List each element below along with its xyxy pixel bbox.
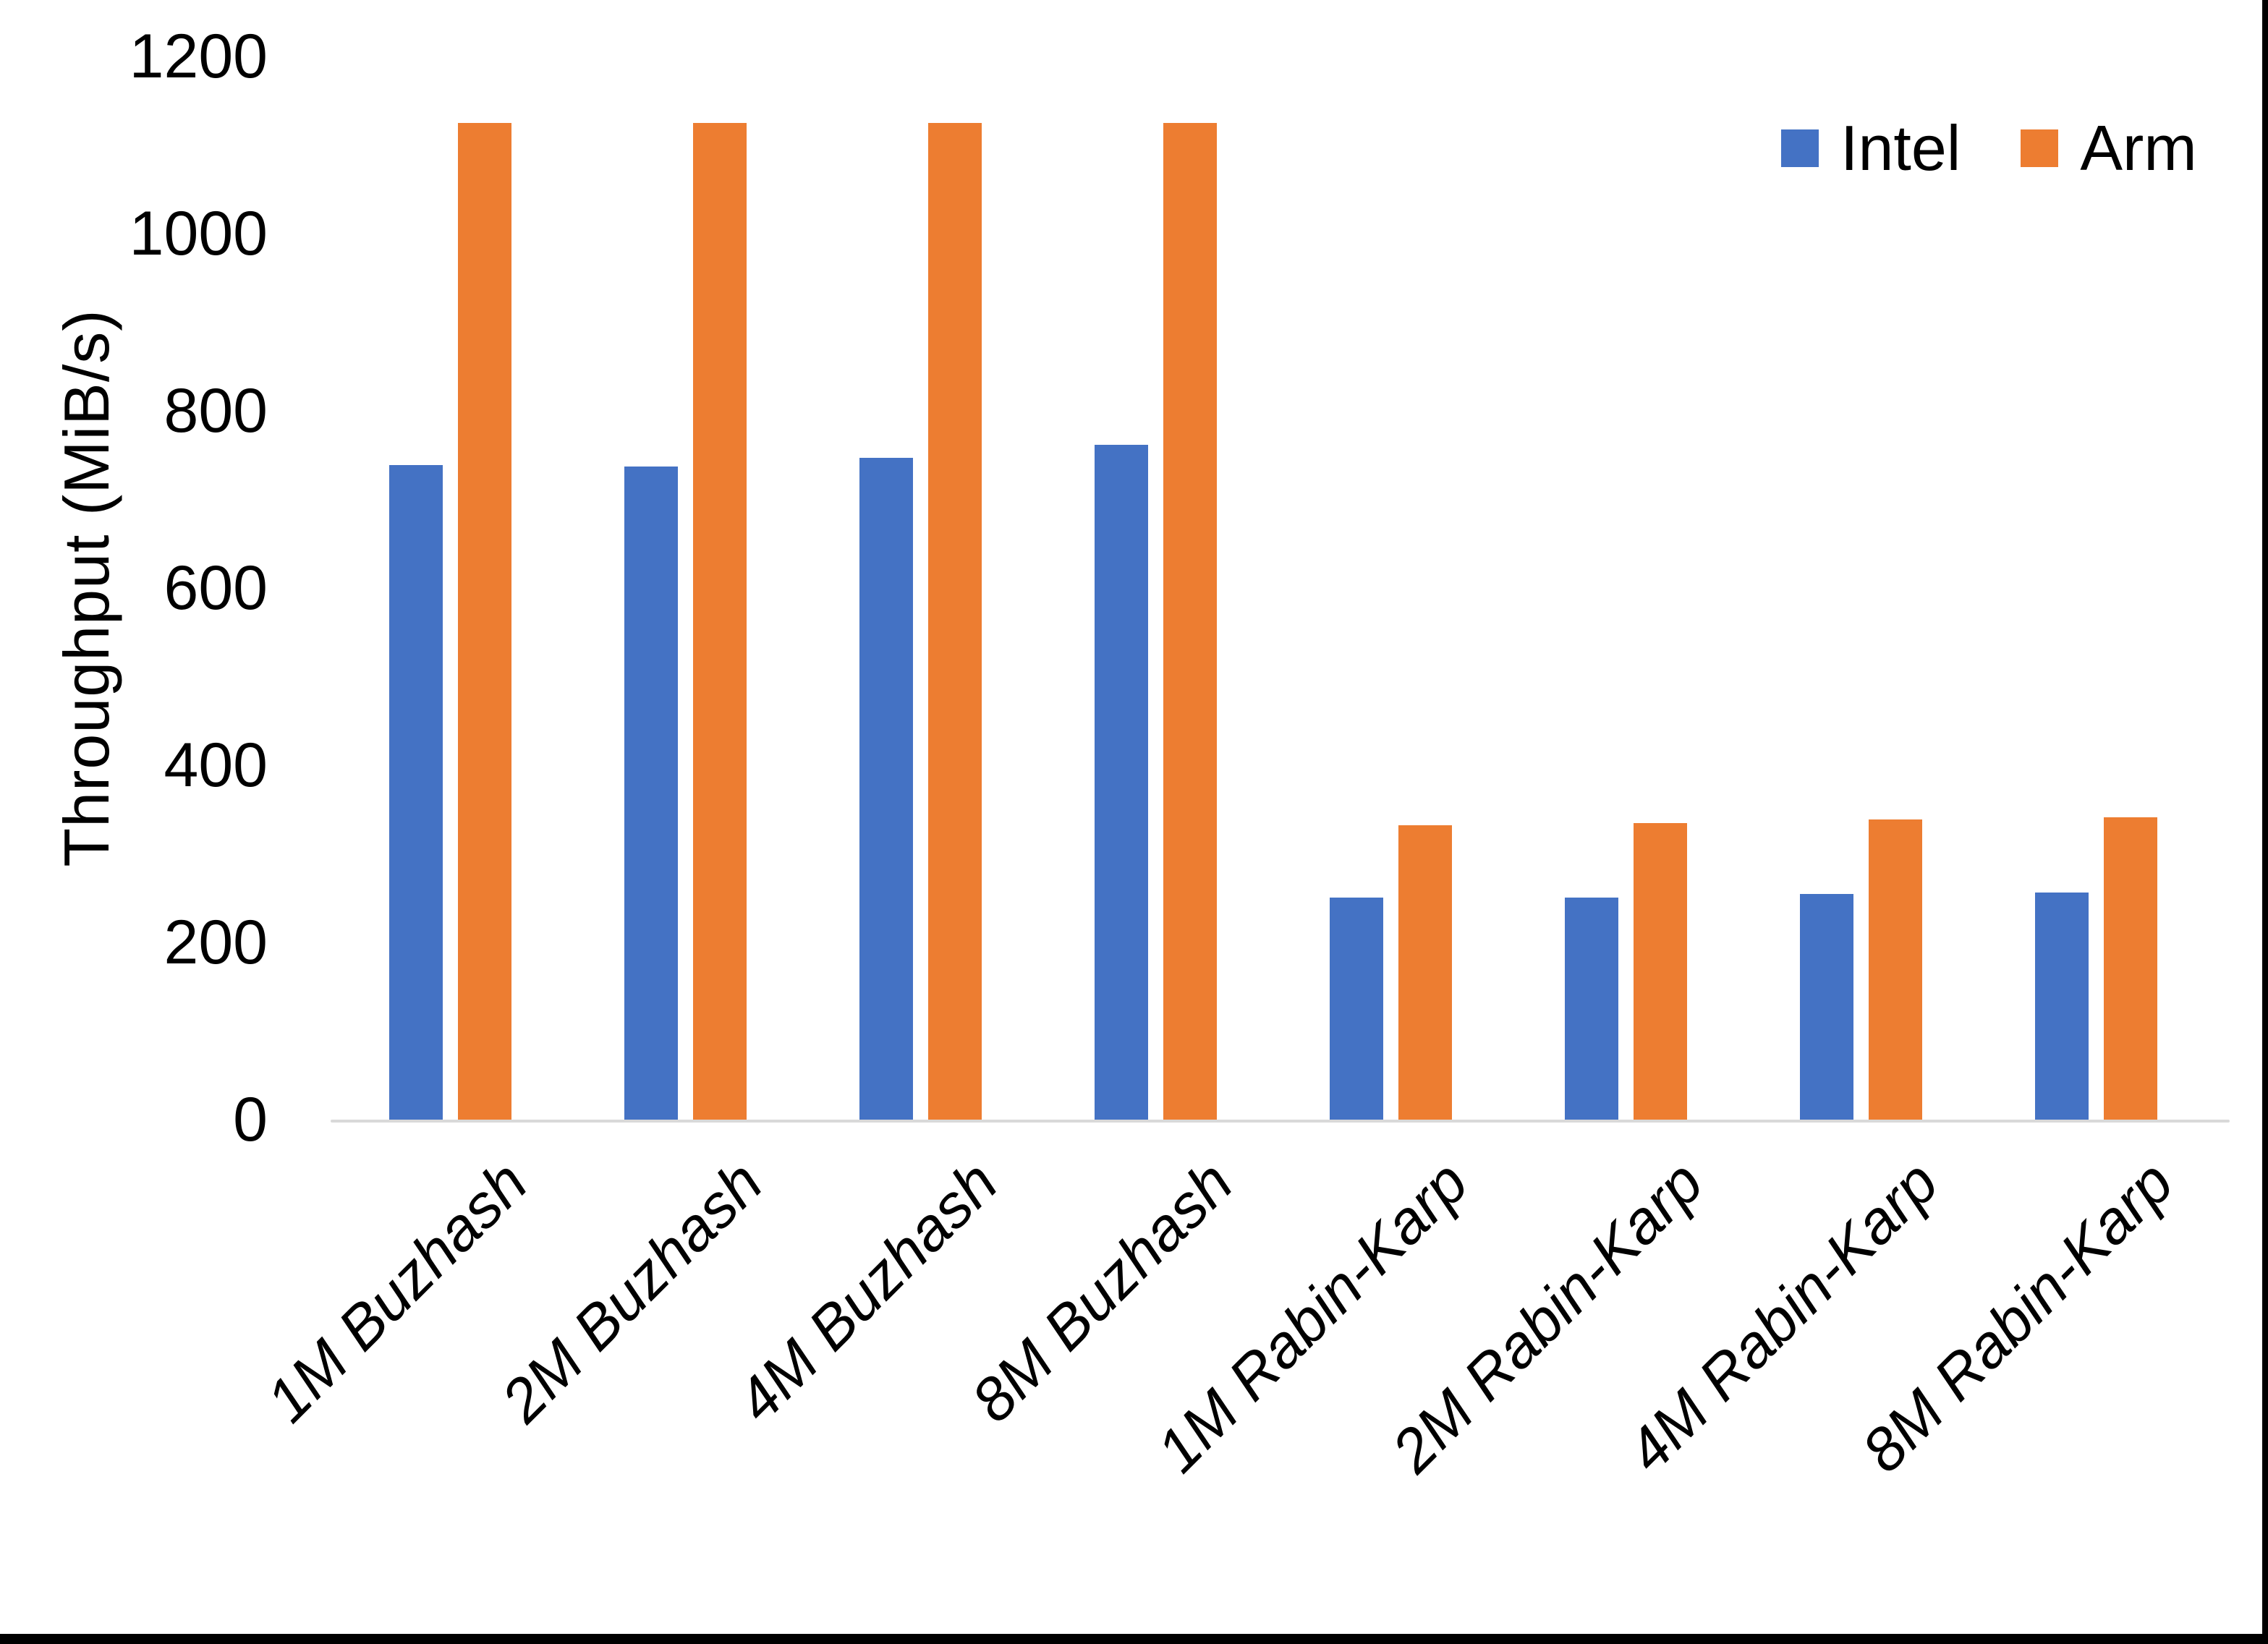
bar-group-8m-rabin-karp [1979, 56, 2214, 1120]
bar-arm-2m-buzhash [693, 122, 747, 1120]
bar-arm-8m-buzhash [1163, 122, 1217, 1120]
bar-arm-2m-rabin-karp [1634, 822, 1687, 1120]
bar-intel-8m-rabin-karp [2035, 893, 2089, 1120]
bar-intel-1m-rabin-karp [1330, 897, 1383, 1120]
y-tick-label-1200: 1200 [129, 22, 268, 91]
screenshot-right-border [2262, 0, 2268, 1644]
bar-intel-2m-rabin-karp [1565, 897, 1618, 1120]
bar-group-1m-buzhash [333, 56, 568, 1120]
y-tick-label-600: 600 [163, 553, 268, 623]
y-tick-label-0: 0 [233, 1085, 268, 1154]
bar-arm-4m-rabin-karp [1869, 819, 1922, 1120]
bar-arm-1m-rabin-karp [1398, 825, 1452, 1120]
y-tick-label-800: 800 [163, 376, 268, 446]
bar-intel-2m-buzhash [624, 467, 678, 1120]
legend-swatch-intel-icon [1781, 129, 1819, 167]
screenshot-bottom-border [0, 1634, 2268, 1644]
legend: Intel Arm [1781, 108, 2197, 188]
legend-item-arm: Arm [2021, 111, 2197, 185]
bar-group-4m-buzhash [803, 56, 1038, 1120]
y-tick-label-1000: 1000 [129, 199, 268, 268]
x-axis-line [331, 1120, 2230, 1123]
legend-swatch-arm-icon [2021, 129, 2059, 167]
bar-intel-8m-buzhash [1095, 444, 1148, 1120]
y-tick-label-200: 200 [163, 908, 268, 977]
bar-intel-4m-buzhash [859, 457, 913, 1120]
bar-group-8m-buzhash [1038, 56, 1273, 1120]
bar-arm-8m-rabin-karp [2104, 817, 2157, 1120]
y-tick-label-400: 400 [163, 731, 268, 800]
plot-area [333, 56, 2214, 1120]
bar-arm-1m-buzhash [458, 122, 511, 1120]
bar-intel-1m-buzhash [389, 464, 443, 1120]
legend-label-arm: Arm [2080, 112, 2197, 184]
bar-group-2m-rabin-karp [1508, 56, 1744, 1120]
legend-item-intel: Intel [1781, 111, 1961, 185]
bar-group-4m-rabin-karp [1744, 56, 1979, 1120]
bar-intel-4m-rabin-karp [1800, 893, 1853, 1120]
bar-group-2m-buzhash [568, 56, 803, 1120]
bar-arm-4m-buzhash [928, 122, 982, 1120]
legend-label-intel: Intel [1840, 112, 1961, 184]
bar-group-1m-rabin-karp [1273, 56, 1508, 1120]
